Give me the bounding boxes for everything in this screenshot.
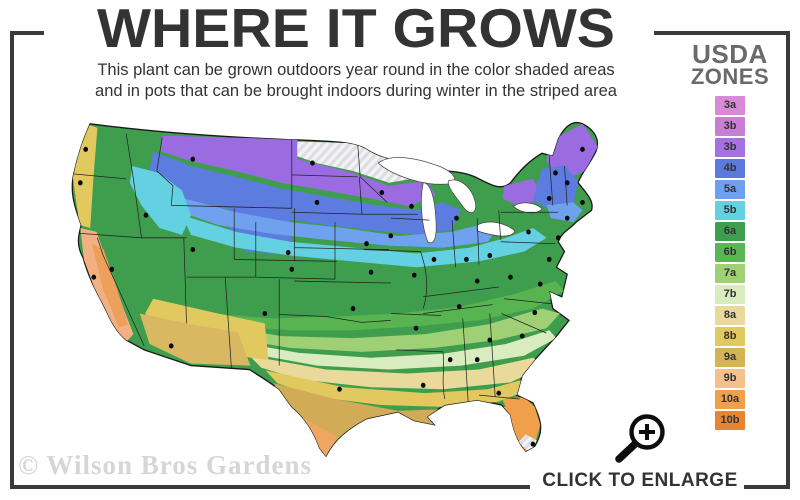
zone-swatch-7a: 7a	[715, 263, 745, 283]
zone-swatch-5b: 5b	[715, 200, 745, 220]
legend-title: USDA ZONES	[680, 39, 780, 89]
zone-swatch-10b: 10b	[715, 410, 745, 430]
lake-michigan-icon	[421, 182, 437, 244]
page-subtitle: This plant can be grown outdoors year ro…	[36, 60, 676, 102]
zone-swatch-10a: 10a	[715, 389, 745, 409]
zone-swatch-3a: 3a	[715, 95, 745, 115]
subtitle-line-2: and in pots that can be brought indoors …	[95, 82, 617, 101]
frame-left-edge	[10, 31, 14, 489]
frame-bottom-left-segment	[10, 485, 530, 489]
click-to-enlarge-label[interactable]: CLICK TO ENLARGE	[542, 470, 738, 491]
page-title: WHERE IT GROWS	[97, 0, 615, 59]
zone-swatch-8b: 8b	[715, 326, 745, 346]
subtitle-line-1: This plant can be grown outdoors year ro…	[97, 61, 615, 79]
zone-swatch-7b: 7b	[715, 284, 745, 304]
zone-swatch-3b: 3b	[715, 116, 745, 136]
us-map-svg	[71, 121, 599, 458]
zone-swatch-6a: 6a	[715, 221, 745, 241]
state-borders	[72, 133, 568, 402]
us-hardiness-zone-map[interactable]	[56, 112, 614, 458]
zone-swatch-9a: 9a	[715, 347, 745, 367]
zone-swatch-8a: 8a	[715, 305, 745, 325]
frame-top-right-segment	[654, 31, 790, 35]
zone-swatch-5a: 5a	[715, 179, 745, 199]
legend-items: 3a 3b 3b 4b 5a 5b 6a 6b 7a 7b 8a 8b 9a 9…	[680, 95, 780, 430]
lake-huron-icon	[447, 179, 477, 213]
frame-top-left-segment	[10, 31, 44, 35]
great-lakes	[377, 157, 543, 244]
lake-erie-icon	[476, 221, 516, 237]
zone-swatch-3b-2: 3b	[715, 137, 745, 157]
legend-title-line-2: ZONES	[690, 63, 770, 89]
zone-swatch-9b: 9b	[715, 368, 745, 388]
lake-superior-icon	[377, 157, 455, 185]
magnifier-zoom-icon[interactable]	[609, 408, 671, 468]
usda-zones-legend: USDA ZONES 3a 3b 3b 4b 5a 5b 6a 6b 7a 7b…	[680, 39, 780, 430]
zone-swatch-6b: 6b	[715, 242, 745, 262]
lake-ontario-icon	[512, 202, 543, 214]
zone-swatch-4b: 4b	[715, 158, 745, 178]
frame-right-edge	[786, 31, 790, 489]
watermark: © Wilson Bros Gardens	[18, 450, 312, 480]
click-to-enlarge-button[interactable]: CLICK TO ENLARGE	[540, 408, 740, 492]
legend-title-line-1: USDA	[692, 39, 768, 69]
city-dots	[77, 146, 585, 447]
frame-bottom-right-segment	[744, 485, 790, 489]
